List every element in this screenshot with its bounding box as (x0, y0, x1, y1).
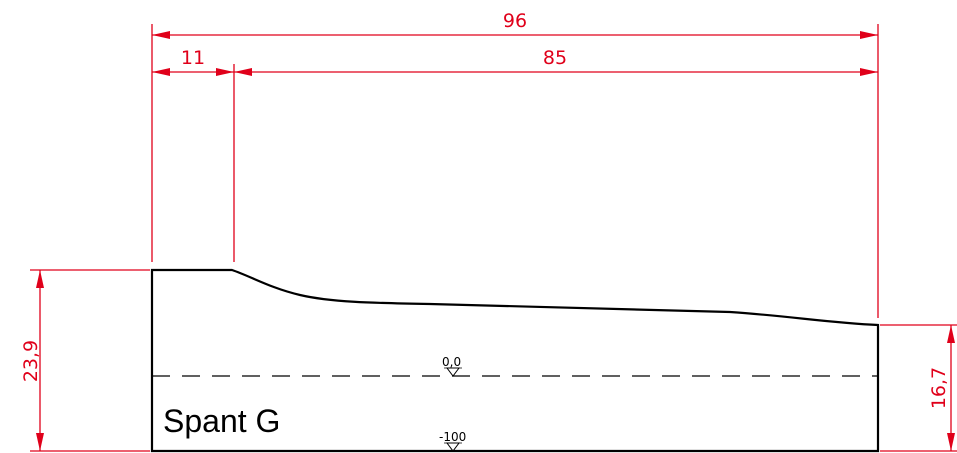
dimension-flat-length: 11 (152, 47, 234, 76)
total-length-value: 96 (503, 10, 527, 32)
bottom-level-marker: -100 (439, 430, 466, 452)
dimension-right-height: 16,7 (880, 324, 957, 452)
left-height-value: 23,9 (20, 340, 42, 382)
flat-length-value: 11 (181, 47, 205, 69)
zero-level-marker: 0,0 (442, 355, 462, 377)
zero-level-label: 0,0 (442, 355, 461, 369)
right-height-value: 16,7 (928, 367, 950, 409)
part-label: Spant G (163, 403, 280, 439)
dimension-left-height: 23,9 (20, 269, 150, 452)
part-outline (150, 268, 880, 453)
taper-length-value: 85 (543, 47, 567, 69)
dimension-taper-length: 85 (234, 47, 878, 76)
dimension-total-length: 96 (152, 10, 878, 39)
bottom-level-label: -100 (439, 430, 466, 444)
